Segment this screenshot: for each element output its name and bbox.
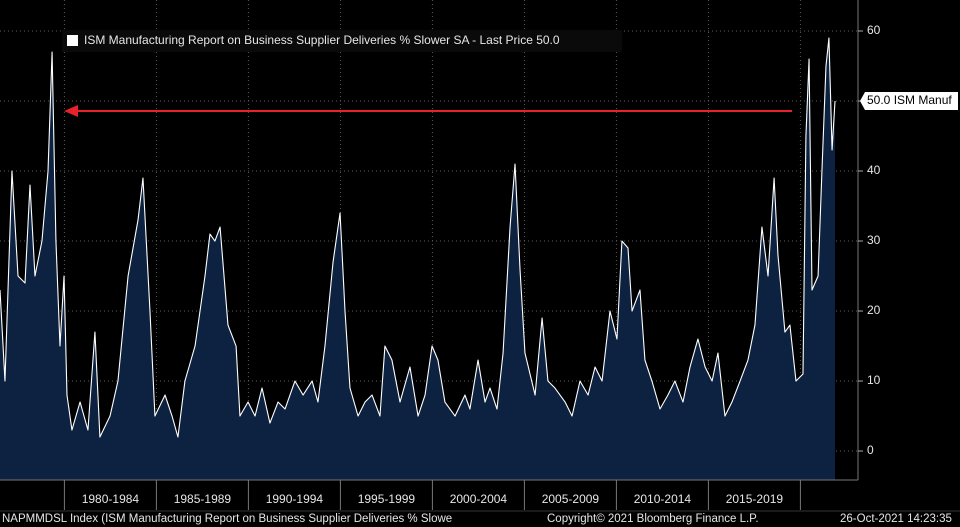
y-tick-label: 40 <box>867 163 881 177</box>
x-tick-label: 2000-2004 <box>450 492 508 506</box>
x-tick-label: 2005-2009 <box>542 492 600 506</box>
x-tick-label: 1990-1994 <box>266 492 324 506</box>
y-tick-label: 30 <box>867 233 881 247</box>
overlay: ISM Manufacturing Report on Business Sup… <box>62 30 958 117</box>
legend-box <box>62 30 622 52</box>
ticker-note: NAPMMDSL Index (ISM Manufacturing Report… <box>2 513 452 525</box>
y-tick-label: 20 <box>867 303 881 317</box>
copyright: Copyright© 2021 Bloomberg Finance L.P. <box>547 513 759 525</box>
x-tick-label: 1995-1999 <box>358 492 416 506</box>
last-price-label: 50.0 ISM Manuf <box>867 93 952 107</box>
arrow-head <box>64 105 78 117</box>
x-tick-label: 1985-1989 <box>174 492 232 506</box>
footer: NAPMMDSL Index (ISM Manufacturing Report… <box>0 510 960 525</box>
legend-text: ISM Manufacturing Report on Business Sup… <box>84 33 560 47</box>
y-tick-label: 0 <box>867 443 874 457</box>
line <box>0 37 836 438</box>
last-price-tag <box>860 92 958 111</box>
area-fill <box>0 38 835 480</box>
legend-swatch <box>67 35 78 46</box>
timestamp: 26-Oct-2021 14:23:35 <box>840 513 952 525</box>
y-tick-label: 60 <box>867 23 881 37</box>
x-tick-label: 2015-2019 <box>726 492 784 506</box>
x-tick-label: 1980-1984 <box>82 492 140 506</box>
x-tick-label: 2010-2014 <box>634 492 692 506</box>
y-tick-label: 10 <box>867 373 881 387</box>
